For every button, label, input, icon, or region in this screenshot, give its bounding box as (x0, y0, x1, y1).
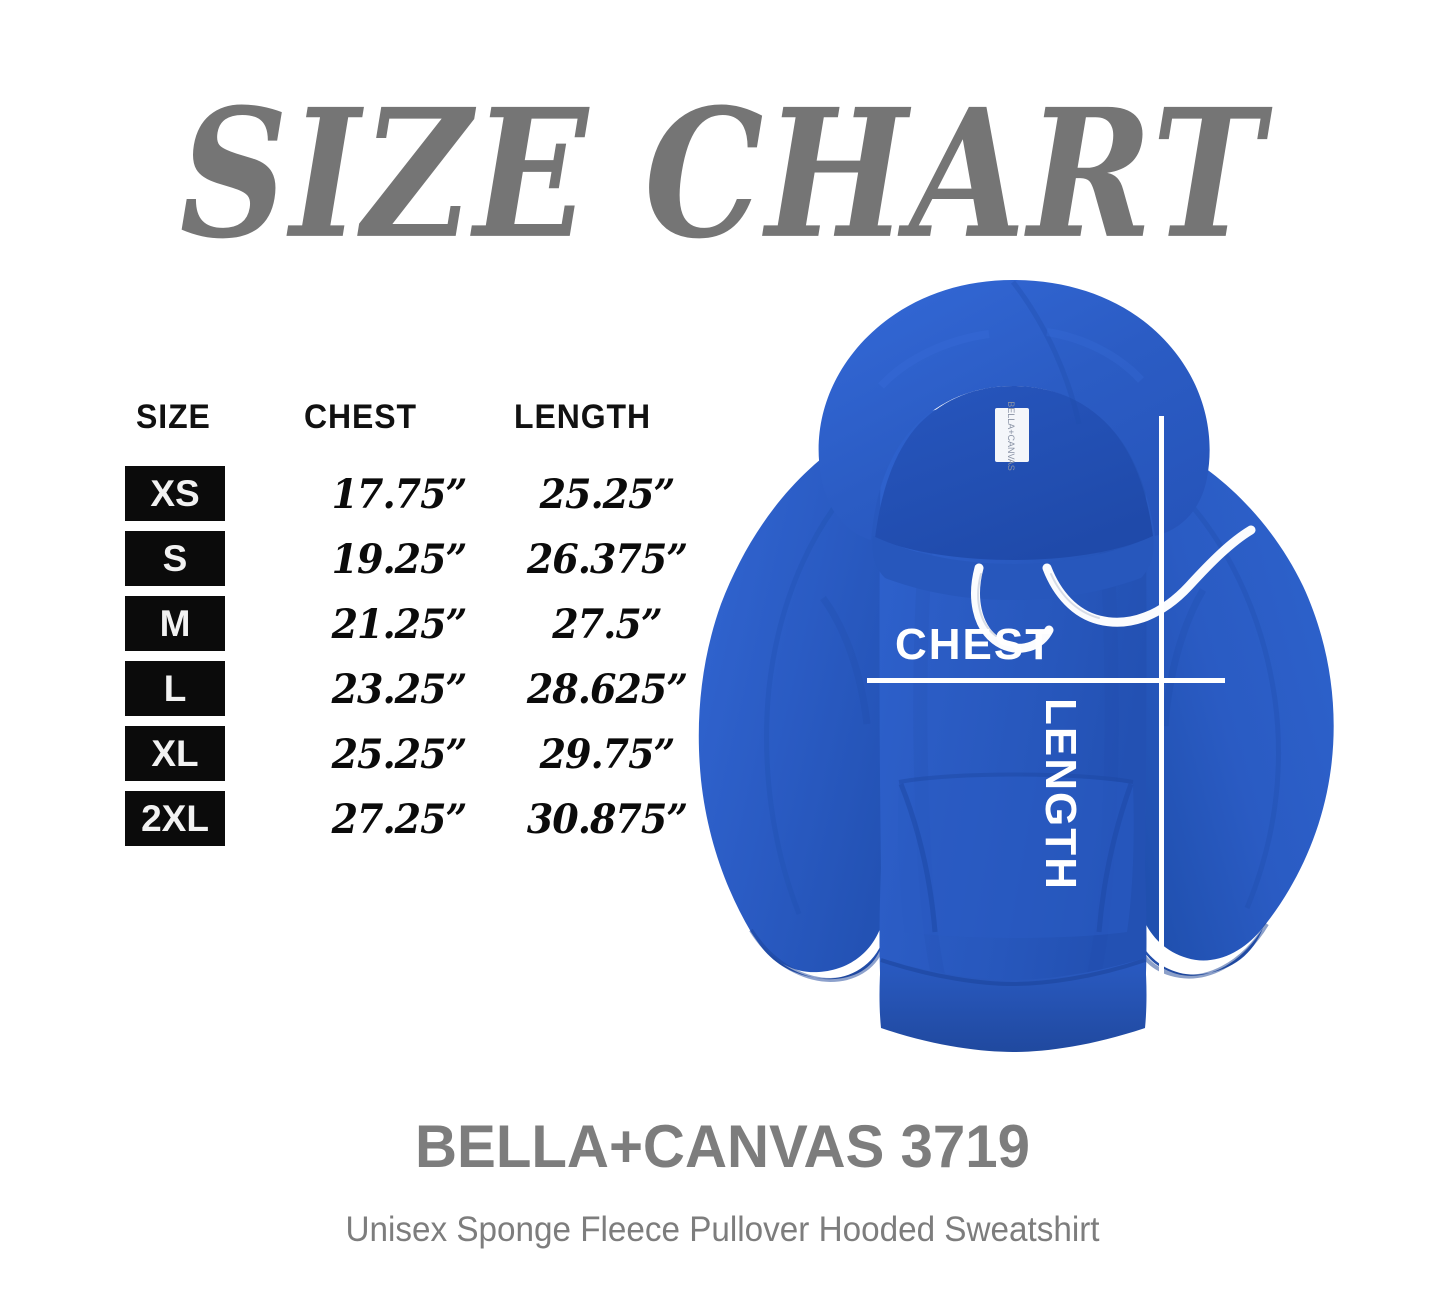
size-badge: XS (125, 466, 225, 521)
table-row: M 21.25” 27.5” (118, 596, 698, 661)
table-row: S 19.25” 26.375” (118, 531, 698, 596)
length-value: 30.875” (526, 794, 688, 843)
drawstring-shading (977, 573, 1100, 637)
length-measure-label: LENGTH (1036, 698, 1085, 891)
column-header-length: LENGTH (514, 398, 652, 436)
length-value: 28.625” (526, 664, 688, 713)
hoodie-drawstrings (971, 525, 1256, 653)
chest-value: 25.25” (331, 729, 468, 778)
measurement-overlay: CHEST LENGTH (695, 268, 1335, 1078)
hoodie-illustration: BELLA+CANVAS (698, 280, 1334, 1052)
length-value: 27.5” (552, 599, 662, 648)
chest-value: 17.75” (331, 469, 468, 518)
length-value: 26.375” (526, 534, 688, 583)
size-badge: M (125, 596, 225, 651)
neck-tag: BELLA+CANVAS (995, 401, 1029, 471)
hoodie-hood (818, 280, 1210, 600)
brand-name: BELLA+CANVAS 3719 (414, 1113, 1031, 1180)
hoodie-waistband (879, 958, 1147, 1052)
table-row: L 23.25” 28.625” (118, 661, 698, 726)
hoodie-left-sleeve (698, 436, 909, 982)
hoodie-right-sleeve (1123, 444, 1334, 979)
size-badge: L (125, 661, 225, 716)
chest-value: 21.25” (331, 599, 468, 648)
chest-value: 23.25” (331, 664, 468, 713)
chest-value: 27.25” (331, 794, 468, 843)
chest-measure-line (867, 678, 1225, 683)
length-measure-line (1159, 416, 1164, 1051)
hoodie-product-image: BELLA+CANVAS CHEST LENGTH (695, 268, 1335, 1078)
table-body: XS 17.75” 25.25” S 19.25” 26.375” M 21.2… (118, 466, 698, 856)
table-row: XL 25.25” 29.75” (118, 726, 698, 791)
page-title: SIZE CHART (179, 70, 1266, 279)
svg-text:BELLA+CANVAS: BELLA+CANVAS (1006, 401, 1016, 471)
table-row: 2XL 27.25” 30.875” (118, 791, 698, 856)
size-badge: XL (125, 726, 225, 781)
size-table: SIZE CHEST LENGTH XS 17.75” 25.25” S 19.… (118, 398, 698, 846)
chest-value: 19.25” (331, 534, 468, 583)
hoodie-kangaroo-pocket (898, 772, 1134, 938)
column-header-size: SIZE (136, 398, 211, 436)
product-description: Unisex Sponge Fleece Pullover Hooded Swe… (345, 1210, 1100, 1249)
table-row: XS 17.75” 25.25” (118, 466, 698, 531)
chest-measure-label: CHEST (895, 620, 1055, 669)
size-badge: S (125, 531, 225, 586)
table-header-row: SIZE CHEST LENGTH (118, 398, 698, 454)
length-value: 29.75” (539, 729, 676, 778)
length-value: 25.25” (539, 469, 676, 518)
column-header-chest: CHEST (304, 398, 418, 436)
size-badge: 2XL (125, 791, 225, 846)
